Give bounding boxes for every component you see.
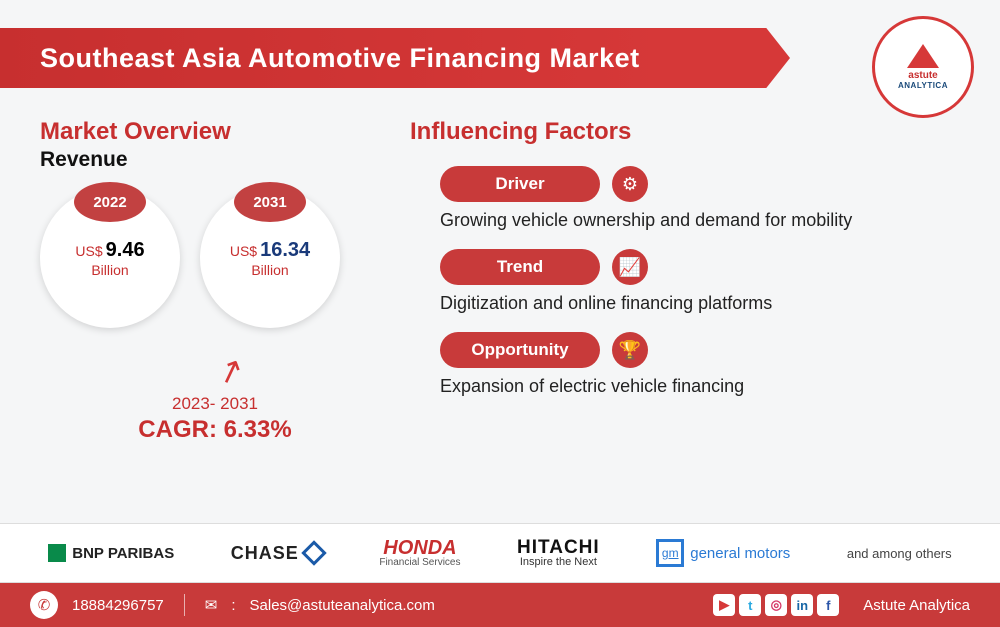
revenue-circles: US$9.46 Billion 2022 US$16.34 Billion 20… bbox=[40, 188, 380, 328]
partner-brands-bar: BNP PARIBAS CHASE HONDA Financial Servic… bbox=[0, 523, 1000, 583]
youtube-icon[interactable]: ▶ bbox=[713, 594, 735, 616]
bnp-text: BNP PARIBAS bbox=[72, 545, 174, 562]
value-number: 16.34 bbox=[260, 239, 310, 261]
footer-company-name: Astute Analytica bbox=[863, 597, 970, 614]
factor-pill-row: Opportunity 🏆 bbox=[440, 332, 960, 368]
factor-driver: Driver ⚙ Growing vehicle ownership and d… bbox=[410, 166, 960, 231]
logo-triangle-icon bbox=[907, 44, 939, 68]
footer-colon: : bbox=[231, 597, 235, 614]
logo-text-bottom: ANALYTICA bbox=[898, 81, 948, 90]
chase-text: CHASE bbox=[231, 543, 299, 564]
hitachi-text: HITACHI bbox=[517, 538, 600, 557]
honda-text: HONDA bbox=[379, 538, 460, 558]
header-band: Southeast Asia Automotive Financing Mark… bbox=[0, 28, 790, 88]
factor-opportunity: Opportunity 🏆 Expansion of electric vehi… bbox=[410, 332, 960, 397]
revenue-circle-2022: US$9.46 Billion 2022 bbox=[40, 188, 180, 328]
content-area: Market Overview Revenue US$9.46 Billion … bbox=[0, 118, 1000, 523]
gm-square-icon: gm bbox=[656, 539, 684, 567]
brand-gm: gm general motors bbox=[656, 539, 790, 567]
factors-heading: Influencing Factors bbox=[410, 118, 960, 146]
brand-honda: HONDA Financial Services bbox=[379, 538, 460, 568]
factor-pill-row: Trend 📈 bbox=[440, 249, 960, 285]
brand-bnp-paribas: BNP PARIBAS bbox=[48, 544, 174, 562]
social-icons-group: ▶ t ◎ in f bbox=[713, 594, 839, 616]
footer-phone: 18884296757 bbox=[72, 597, 164, 614]
facebook-icon[interactable]: f bbox=[817, 594, 839, 616]
honda-subtext: Financial Services bbox=[379, 558, 460, 568]
envelope-icon: ✉ bbox=[205, 596, 218, 614]
driver-pill: Driver bbox=[440, 166, 600, 202]
currency-label: US$ bbox=[75, 243, 102, 259]
chase-octagon-icon bbox=[301, 540, 326, 565]
factor-pill-row: Driver ⚙ bbox=[440, 166, 960, 202]
footer-email: Sales@astuteanalytica.com bbox=[250, 597, 435, 614]
circle-value: US$16.34 bbox=[230, 239, 310, 262]
chart-up-icon: 📈 bbox=[612, 249, 648, 285]
company-logo: astute ANALYTICA bbox=[872, 16, 974, 118]
cagr-year-range: 2023- 2031 bbox=[50, 394, 380, 414]
overview-heading: Market Overview bbox=[40, 118, 380, 146]
cagr-label: CAGR bbox=[138, 416, 209, 443]
market-overview-column: Market Overview Revenue US$9.46 Billion … bbox=[40, 118, 380, 523]
trend-description: Digitization and online financing platfo… bbox=[440, 293, 960, 314]
linkedin-icon[interactable]: in bbox=[791, 594, 813, 616]
revenue-circle-2031: US$16.34 Billion 2031 bbox=[200, 188, 340, 328]
brand-hitachi: HITACHI Inspire the Next bbox=[517, 538, 600, 568]
gm-text: general motors bbox=[690, 545, 790, 562]
year-badge: 2031 bbox=[234, 182, 306, 222]
trend-up-arrow-icon: ↗ bbox=[211, 349, 249, 394]
brands-others-text: and among others bbox=[847, 546, 952, 561]
circle-value: US$9.46 bbox=[75, 239, 144, 262]
growth-arrow-holder: ↗ bbox=[80, 352, 380, 390]
twitter-icon[interactable]: t bbox=[739, 594, 761, 616]
brand-chase: CHASE bbox=[231, 543, 323, 564]
logo-text-top: astute bbox=[908, 70, 937, 81]
instagram-icon[interactable]: ◎ bbox=[765, 594, 787, 616]
value-unit: Billion bbox=[251, 262, 288, 278]
influencing-factors-column: Influencing Factors Driver ⚙ Growing veh… bbox=[380, 118, 960, 523]
cagr-line: CAGR: 6.33% bbox=[50, 416, 380, 444]
bnp-square-icon bbox=[48, 544, 66, 562]
footer-separator bbox=[184, 594, 185, 616]
phone-icon: ✆ bbox=[30, 591, 58, 619]
currency-label: US$ bbox=[230, 243, 257, 259]
cagr-colon: : bbox=[209, 416, 224, 443]
overview-subheading: Revenue bbox=[40, 148, 380, 172]
opportunity-description: Expansion of electric vehicle financing bbox=[440, 376, 960, 397]
cagr-value: 6.33% bbox=[224, 416, 292, 443]
value-unit: Billion bbox=[91, 262, 128, 278]
factor-trend: Trend 📈 Digitization and online financin… bbox=[410, 249, 960, 314]
trend-pill: Trend bbox=[440, 249, 600, 285]
gear-icon: ⚙ bbox=[612, 166, 648, 202]
opportunity-pill: Opportunity bbox=[440, 332, 600, 368]
driver-description: Growing vehicle ownership and demand for… bbox=[440, 210, 960, 231]
page-title: Southeast Asia Automotive Financing Mark… bbox=[40, 43, 640, 74]
year-badge: 2022 bbox=[74, 182, 146, 222]
hitachi-subtext: Inspire the Next bbox=[517, 557, 600, 568]
value-number: 9.46 bbox=[106, 239, 145, 261]
trophy-icon: 🏆 bbox=[612, 332, 648, 368]
footer-bar: ✆ 18884296757 ✉ : Sales@astuteanalytica.… bbox=[0, 583, 1000, 627]
